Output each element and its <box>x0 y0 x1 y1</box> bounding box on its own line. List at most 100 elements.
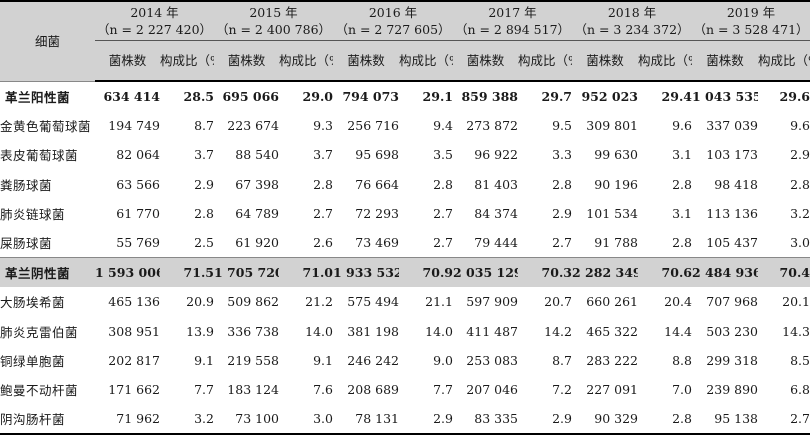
header-count: 菌株数 <box>692 40 758 82</box>
header-year-4: 2018 年 （n = 3 234 372） <box>572 0 692 41</box>
composition-ratio: 8.7 <box>552 352 572 368</box>
strain-count: 67 398 <box>235 176 279 192</box>
strain-count: 61 770 <box>116 205 160 221</box>
composition-ratio: 3.3 <box>552 147 572 163</box>
composition-ratio: 2.8 <box>790 176 810 192</box>
composition-ratio: 9.0 <box>433 352 453 368</box>
header-count: 菌株数 <box>214 40 279 82</box>
composition-ratio: 71.0 <box>279 257 333 288</box>
composition-ratio: 7.0 <box>672 381 692 397</box>
composition-ratio: 7.7 <box>433 381 453 397</box>
table-row: 金黄色葡萄球菌 194 749 8.7 223 674 9.3 256 716 9.4 273… <box>0 111 810 140</box>
year-label: 2019 年 <box>726 5 776 20</box>
header-ratio: 构成比（%） <box>279 40 333 82</box>
strain-count: 1 933 532 <box>333 257 399 288</box>
table-row: 铜绿单胞菌 202 817 9.1 219 558 9.1 246 242 9.0 253 0… <box>0 346 810 375</box>
composition-ratio: 14.0 <box>425 323 453 339</box>
group-total-row: 革兰阴性菌 1 593 006 71.5 1 705 720 71.0 1 933 532… <box>0 257 810 288</box>
composition-ratio: 29.7 <box>518 80 572 112</box>
strain-count: 707 968 <box>706 294 758 310</box>
composition-ratio: 29.1 <box>399 80 453 112</box>
strain-count: 634 414 <box>95 80 160 112</box>
strain-count: 79 444 <box>474 235 518 251</box>
composition-ratio: 20.1 <box>782 294 810 310</box>
strain-count: 73 100 <box>214 404 279 435</box>
composition-ratio: 7.7 <box>194 381 214 397</box>
strain-count: 465 322 <box>586 323 638 339</box>
strain-count: 72 293 <box>355 205 399 221</box>
strain-count: 1 043 535 <box>692 80 758 112</box>
strain-count: 81 403 <box>474 176 518 192</box>
strain-count: 90 196 <box>594 176 638 192</box>
strain-count: 859 388 <box>453 80 518 112</box>
strain-count: 99 630 <box>594 147 638 163</box>
strain-count: 411 487 <box>466 323 518 339</box>
composition-ratio: 3.7 <box>313 147 333 163</box>
table-row: 大肠埃希菌 465 136 20.9 509 862 21.2 575 494 21.1 59… <box>0 287 810 316</box>
table-row: 肺炎链球菌 61 770 2.8 64 789 2.7 72 293 2.7 84 374 2.… <box>0 199 810 228</box>
year-label: 2018 年 <box>607 5 657 20</box>
composition-ratio: 8.8 <box>672 352 692 368</box>
header-year-5: 2019 年 （n = 3 528 471） <box>692 0 810 41</box>
strain-count: 794 073 <box>333 80 399 112</box>
composition-ratio: 28.5 <box>160 80 214 112</box>
header-count: 菌株数 <box>453 40 518 82</box>
year-label: 2015 年 <box>249 5 298 20</box>
composition-ratio: 2.9 <box>194 176 214 192</box>
strain-count: 61 920 <box>235 235 279 251</box>
strain-count: 227 091 <box>586 381 638 397</box>
strain-count: 101 534 <box>586 205 638 221</box>
composition-ratio: 2.7 <box>758 404 810 435</box>
header-year-3: 2017 年 （n = 2 894 517） <box>453 0 572 41</box>
strain-count: 83 335 <box>453 404 518 435</box>
composition-ratio: 20.7 <box>544 294 572 310</box>
strain-count: 309 801 <box>586 118 638 134</box>
header-ratio: 构成比（%） <box>160 40 214 82</box>
strain-count: 239 890 <box>706 381 758 397</box>
header-ratio: 构成比（%） <box>638 40 692 82</box>
composition-ratio: 3.1 <box>672 147 692 163</box>
strain-count: 2 484 936 <box>692 257 758 288</box>
composition-ratio: 70.6 <box>638 257 692 288</box>
composition-ratio: 8.5 <box>790 352 810 368</box>
composition-ratio: 2.6 <box>313 235 333 251</box>
composition-ratio: 2.8 <box>638 404 692 435</box>
bacteria-name: 阴沟肠杆菌 <box>0 404 95 435</box>
header-year-0: 2014 年 （n = 2 227 420） <box>95 0 214 41</box>
composition-ratio: 2.9 <box>518 404 572 435</box>
table-row: 屎肠球菌 55 769 2.5 61 920 2.6 73 469 2.7 79 444 2.7… <box>0 228 810 258</box>
strain-count: 207 046 <box>466 381 518 397</box>
header-year-1: 2015 年 （n = 2 400 786） <box>214 0 333 41</box>
strain-count: 171 662 <box>108 381 160 397</box>
composition-ratio: 9.5 <box>552 118 572 134</box>
year-sample-size: （n = 3 234 372） <box>574 22 690 37</box>
strain-count: 208 689 <box>347 381 399 397</box>
composition-ratio: 2.8 <box>672 235 692 251</box>
strain-count: 308 951 <box>108 323 160 339</box>
composition-ratio: 70.4 <box>758 257 810 288</box>
strain-count: 256 716 <box>347 118 399 134</box>
header-year-2: 2016 年 （n = 2 727 605） <box>333 0 453 41</box>
composition-ratio: 3.5 <box>433 147 453 163</box>
year-sample-size: （n = 2 400 786） <box>215 22 332 37</box>
bacteria-name: 革兰阴性菌 <box>0 257 95 288</box>
composition-ratio: 6.8 <box>790 381 810 397</box>
composition-ratio: 2.8 <box>433 176 453 192</box>
bacteria-name: 革兰阳性菌 <box>0 80 95 112</box>
strain-count: 223 674 <box>227 118 279 134</box>
composition-ratio: 29.4 <box>638 80 692 112</box>
strain-count: 509 862 <box>227 294 279 310</box>
composition-ratio: 14.0 <box>305 323 333 339</box>
composition-ratio: 8.7 <box>194 118 214 134</box>
strain-count: 2 282 349 <box>572 257 638 288</box>
bacteria-name: 鲍曼不动杆菌 <box>0 382 79 398</box>
bacteria-name: 肺炎克雷伯菌 <box>0 324 79 340</box>
strain-count: 194 749 <box>108 118 160 134</box>
header-ratio: 构成比（%） <box>518 40 572 82</box>
composition-ratio: 2.8 <box>313 176 333 192</box>
composition-ratio: 3.0 <box>279 404 333 435</box>
composition-ratio: 3.0 <box>790 235 810 251</box>
strain-count: 91 788 <box>594 235 638 251</box>
bacteria-name: 金黄色葡萄球菌 <box>0 119 92 135</box>
table-row: 阴沟肠杆菌 71 962 3.2 73 100 3.0 78 131 2.9 83 335 2.… <box>0 404 810 435</box>
